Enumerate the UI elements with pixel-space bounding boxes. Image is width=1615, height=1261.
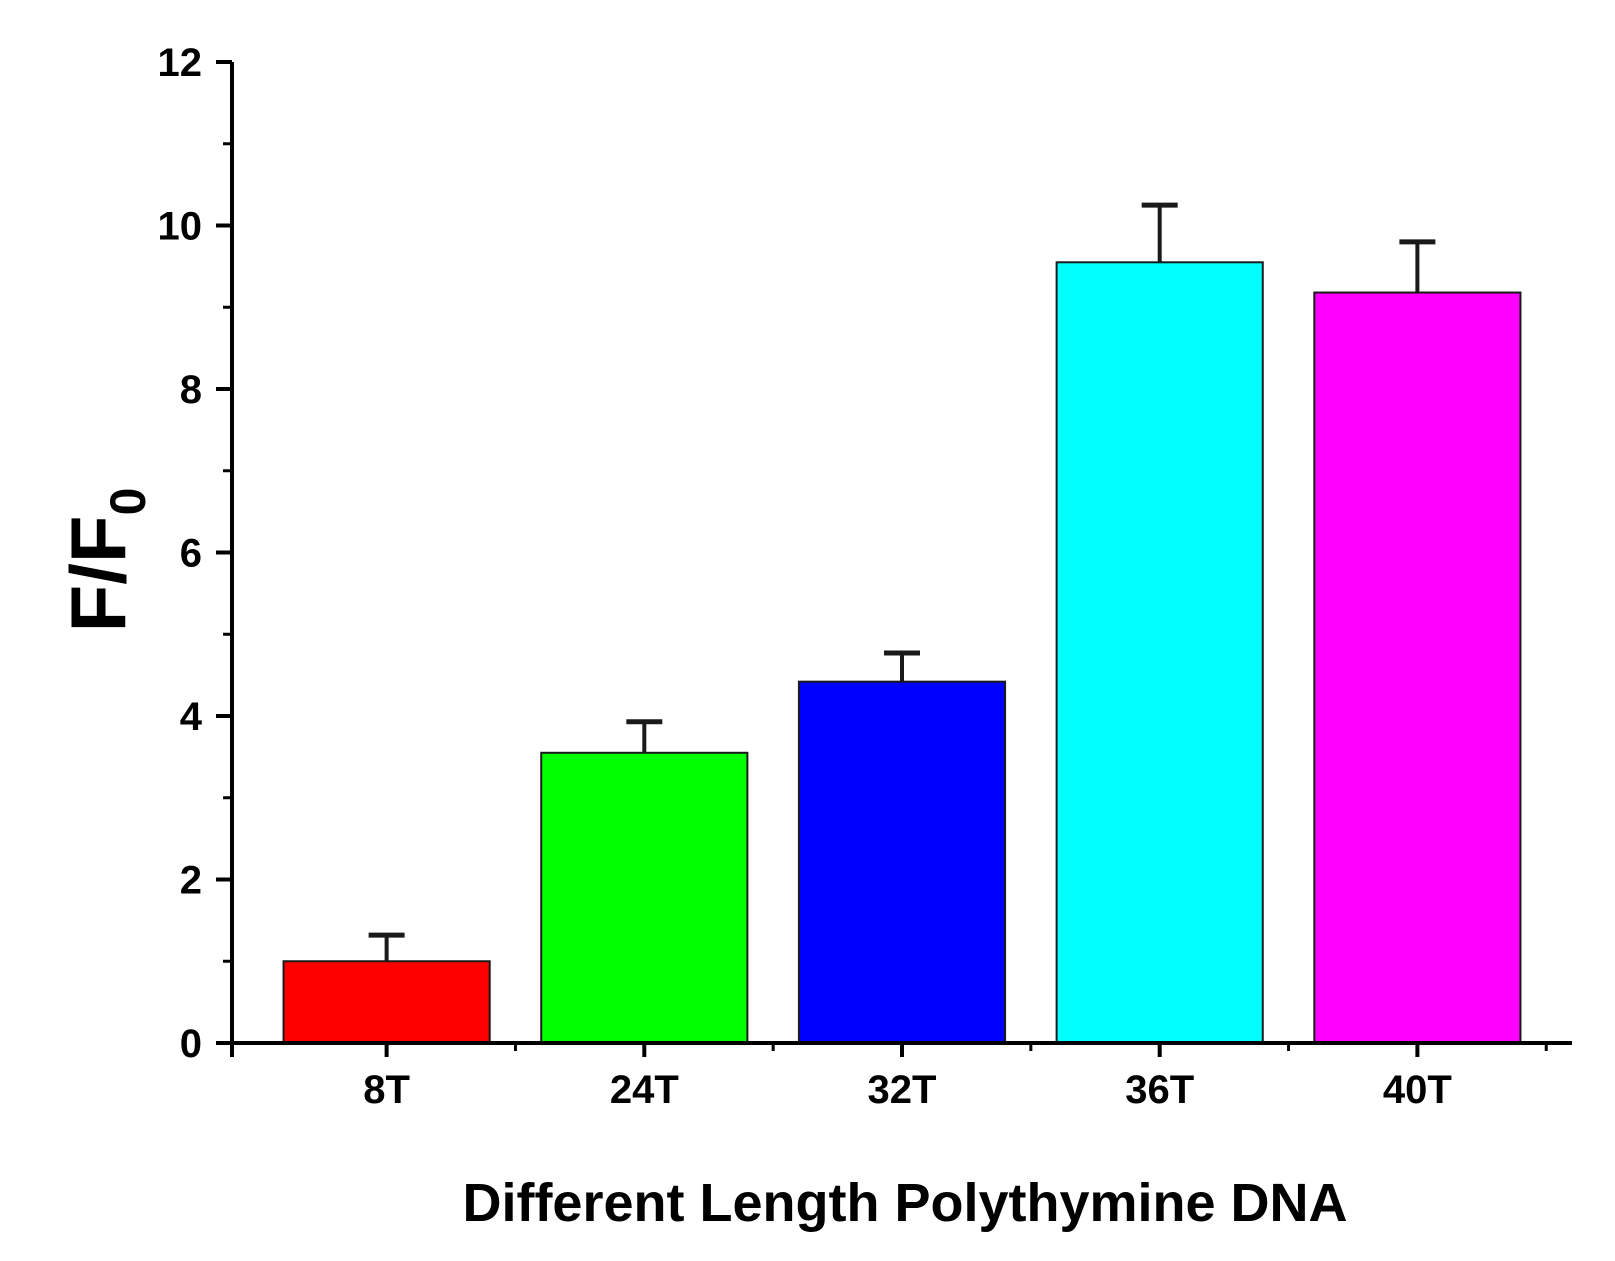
x-tick-label-36T: 36T [1125, 1068, 1194, 1112]
y-tick-label-8: 8 [180, 368, 202, 412]
bars-layer [282, 261, 1522, 1045]
y-axis-title: F/F0 [54, 488, 156, 633]
error-bars-layer [368, 202, 1436, 962]
x-axis-title: Different Length Polythymine DNA [462, 1173, 1347, 1233]
bar-36T [1055, 261, 1264, 1045]
y-axis-title-main: F/F [54, 515, 142, 632]
y-tick-label-10: 10 [158, 205, 203, 249]
bar-24T [540, 751, 749, 1044]
y-ticks: 0 2 4 6 8 10 12 [158, 41, 232, 1066]
x-ticks: 8T 24T 32T 36T 40T [363, 1043, 1548, 1112]
x-tick-label-40T: 40T [1383, 1068, 1452, 1112]
x-tick-label-8T: 8T [363, 1068, 410, 1112]
error-bar-24T [626, 719, 663, 753]
x-tick-label-24T: 24T [610, 1068, 679, 1112]
y-tick-label-4: 4 [180, 695, 203, 739]
y-tick-label-0: 0 [180, 1022, 202, 1066]
y-tick-label-2: 2 [180, 859, 202, 903]
error-bar-32T [884, 650, 920, 682]
y-tick-label-12: 12 [158, 41, 203, 85]
y-axis-title-subscript: 0 [100, 488, 156, 516]
y-tick-label-6: 6 [180, 532, 202, 576]
error-bar-36T [1141, 202, 1178, 263]
axes-layer: 0 2 4 6 8 10 12 8T 24T 32T 36T 40T [158, 41, 1572, 1112]
bar-32T [797, 680, 1007, 1044]
x-tick-label-32T: 32T [868, 1068, 937, 1112]
error-bar-8T [368, 932, 405, 962]
bar-8T [282, 960, 491, 1044]
bar-40T [1313, 291, 1522, 1045]
error-bar-40T [1399, 239, 1436, 293]
